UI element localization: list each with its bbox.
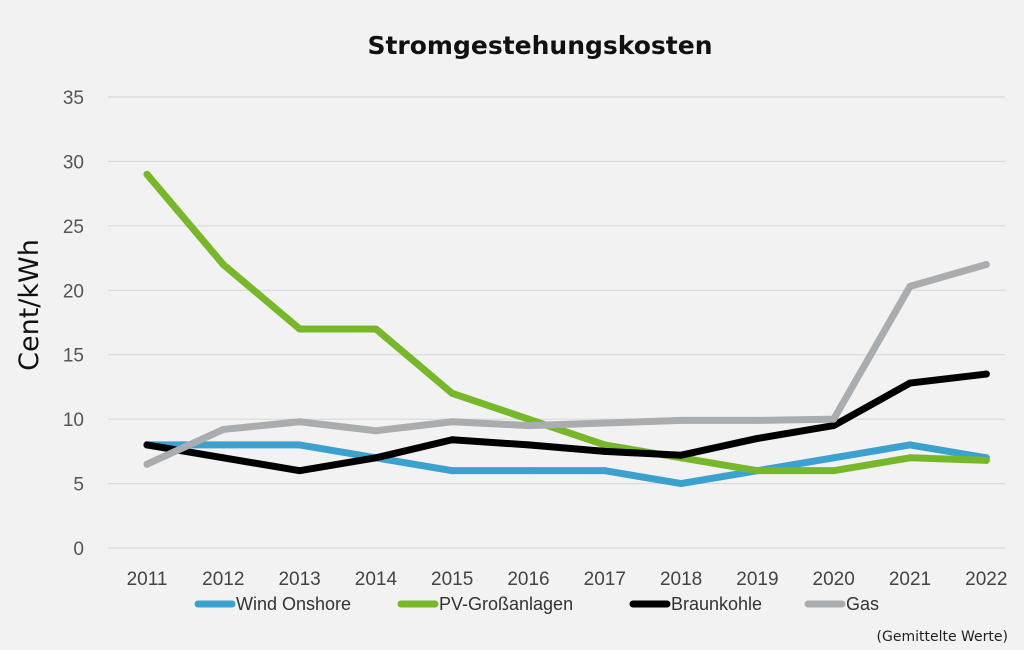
data-point: [982, 370, 990, 378]
data-point: [525, 415, 532, 423]
data-point: [830, 467, 838, 475]
legend: Wind Onshore PV-Großanlagen Braunkohle Gas: [194, 594, 879, 614]
data-point: [525, 467, 532, 475]
data-point: [753, 434, 761, 442]
data-point: [219, 441, 227, 449]
data-point: [296, 325, 304, 333]
data-point: [525, 441, 532, 449]
x-tick-label: 2016: [507, 569, 549, 590]
x-axis-ticks: 2011 2012 2013 2014 2015 2016 2017 2018 2019 2020…: [127, 569, 1008, 590]
y-tick-label: 0: [73, 539, 84, 560]
series-line: [143, 261, 990, 468]
data-point: [448, 418, 456, 426]
legend-label: Braunkohle: [671, 594, 762, 614]
data-point: [143, 441, 151, 449]
data-point: [753, 467, 761, 475]
legend-item: Gas: [804, 594, 879, 614]
data-point: [982, 261, 990, 269]
y-tick-label: 15: [63, 346, 84, 367]
legend-item: PV-Großanlagen: [397, 594, 573, 614]
series-braunkohle: [143, 370, 990, 475]
data-point: [906, 454, 914, 462]
data-point: [219, 454, 227, 462]
data-point: [448, 467, 456, 475]
gridlines: [108, 96, 1005, 549]
data-point: [601, 441, 609, 449]
data-point: [296, 441, 304, 449]
data-point: [677, 416, 685, 424]
x-tick-label: 2015: [431, 569, 473, 590]
y-axis-label: Cent/kWh: [14, 239, 45, 371]
data-point: [982, 456, 990, 464]
data-point: [448, 389, 456, 397]
x-tick-label: 2014: [355, 569, 398, 590]
x-tick-label: 2019: [736, 569, 778, 590]
data-point: [830, 415, 838, 423]
series-line: [143, 170, 990, 475]
legend-label: Wind Onshore: [236, 594, 351, 614]
data-point: [601, 467, 609, 475]
x-tick-label: 2020: [813, 569, 855, 590]
data-point: [830, 422, 838, 430]
series-gas: [143, 261, 990, 468]
data-point: [143, 460, 151, 468]
data-point: [372, 325, 380, 333]
data-point: [143, 170, 151, 178]
series-line: [143, 441, 990, 488]
chart-title: Stromgestehungskosten: [367, 31, 712, 60]
data-point: [830, 454, 838, 462]
y-tick-label: 30: [63, 152, 84, 173]
x-tick-label: 2011: [127, 569, 168, 590]
data-point: [219, 261, 227, 269]
data-point: [601, 447, 609, 455]
legend-item: Wind Onshore: [194, 594, 351, 614]
x-tick-label: 2018: [660, 569, 702, 590]
data-point: [906, 441, 914, 449]
x-tick-label: 2021: [889, 569, 931, 590]
x-tick-label: 2022: [965, 569, 1007, 590]
data-point: [219, 425, 227, 433]
y-tick-label: 35: [63, 88, 84, 109]
data-point: [677, 451, 685, 459]
series-pv-gro-anlagen: [143, 170, 990, 475]
footnote: (Gemittelte Werte): [877, 629, 1008, 645]
data-point: [525, 422, 532, 430]
data-point: [448, 436, 456, 444]
data-point: [906, 379, 914, 387]
x-tick-label: 2013: [278, 569, 320, 590]
x-tick-label: 2017: [584, 569, 626, 590]
data-point: [677, 480, 685, 488]
data-point: [372, 427, 380, 435]
y-tick-label: 25: [63, 217, 84, 238]
y-tick-label: 20: [63, 281, 84, 302]
legend-item: Braunkohle: [629, 594, 762, 614]
data-point: [906, 282, 914, 290]
series-lines: [143, 170, 990, 488]
data-point: [601, 419, 609, 427]
y-tick-label: 10: [63, 410, 84, 431]
data-point: [296, 467, 304, 475]
y-axis-ticks: 0 5 10 15 20 25 30 35: [63, 88, 84, 560]
data-point: [296, 418, 304, 426]
legend-label: Gas: [846, 594, 879, 614]
data-point: [753, 416, 761, 424]
y-tick-label: 5: [73, 475, 84, 496]
data-point: [372, 454, 380, 462]
x-tick-label: 2012: [202, 569, 244, 590]
series-line: [143, 370, 990, 475]
legend-label: PV-Großanlagen: [439, 594, 573, 614]
